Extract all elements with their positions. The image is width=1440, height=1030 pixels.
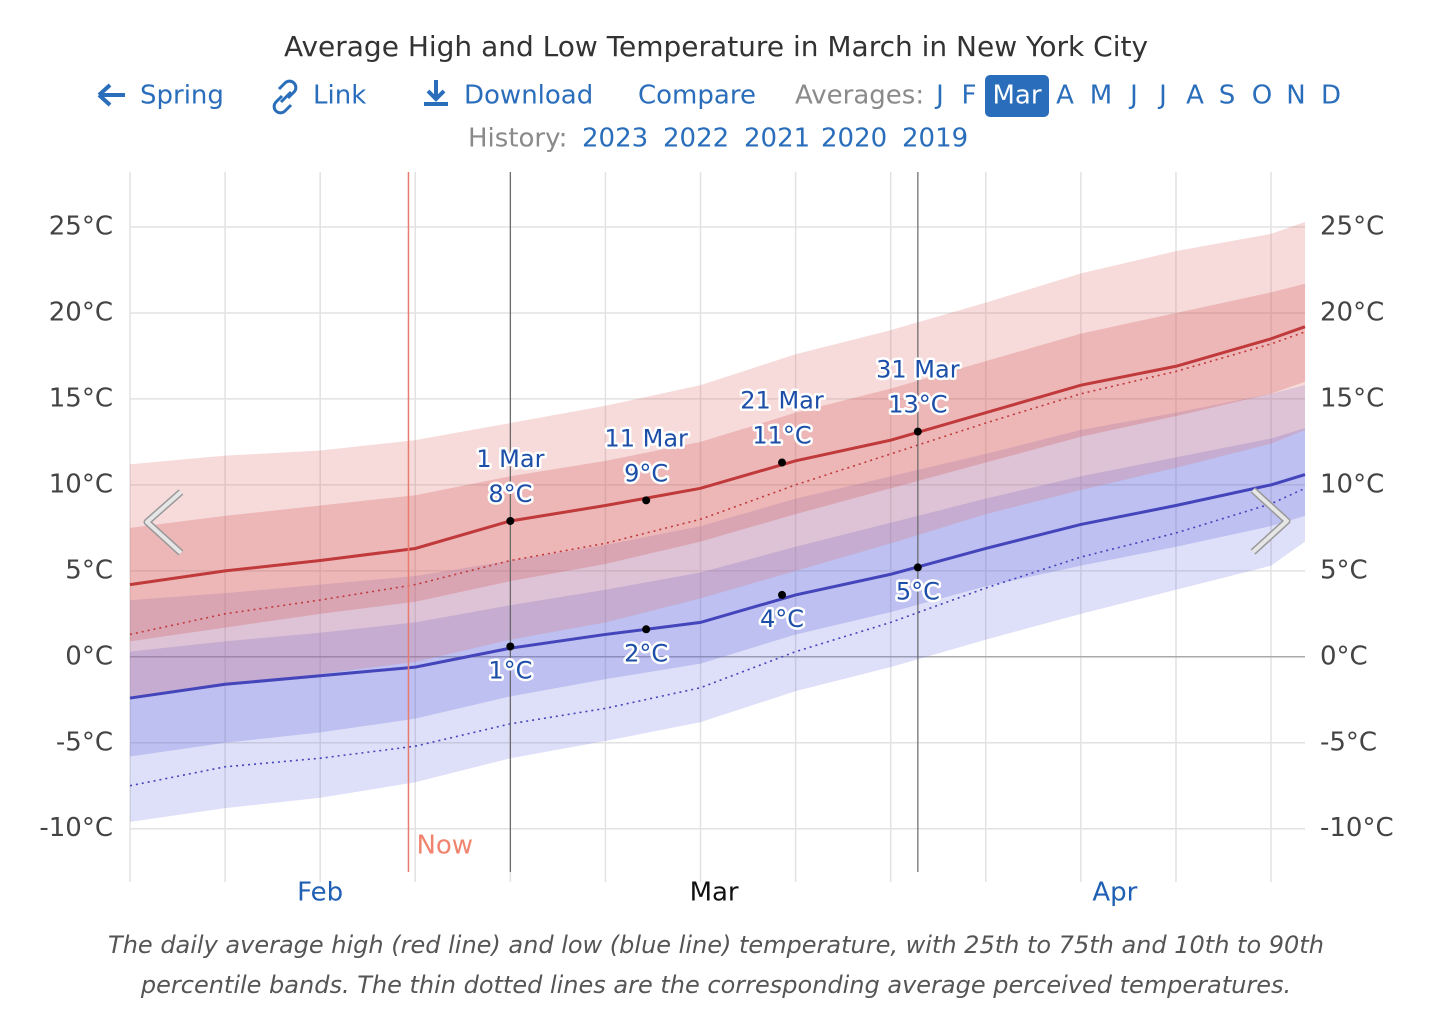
annotation-point [913, 427, 922, 436]
percentile-band [130, 385, 1305, 822]
y2-tick-label: 0°C [1320, 641, 1368, 671]
year-link[interactable]: 2022 [663, 124, 729, 154]
y-tick-label: 10°C [49, 469, 113, 499]
x-tick-label: Apr [1092, 878, 1137, 908]
month-link[interactable]: M [1090, 81, 1112, 111]
annotation-value: 13°C [888, 391, 947, 419]
month-links: J F Mar A M J J A S O N D [934, 75, 1341, 117]
y-tick-label: 20°C [49, 297, 113, 327]
averages-label: Averages: [795, 81, 924, 111]
average-line [129, 325, 1306, 587]
y2-tick-label: 5°C [1320, 555, 1368, 585]
now-label: Now [416, 831, 473, 861]
month-link[interactable]: F [962, 81, 977, 111]
year-link[interactable]: 2021 [744, 124, 810, 154]
prev-arrow-inner [145, 490, 183, 555]
x-tick-label: Mar [690, 878, 739, 908]
month-link[interactable]: N [1286, 81, 1305, 111]
compare-link[interactable]: Compare [638, 81, 756, 111]
annotation-point [778, 458, 787, 467]
percentile-band [130, 221, 1305, 699]
year-link[interactable]: 2023 [582, 124, 648, 154]
y2-tick-label: 20°C [1320, 297, 1384, 327]
annotation-value: 8°C [488, 480, 532, 508]
annotation-point [506, 642, 515, 651]
month-link[interactable]: D [1321, 81, 1341, 111]
back-link[interactable]: Spring [140, 81, 224, 111]
annotation-date: 21 Mar [740, 387, 824, 415]
annotation-value: 11°C [752, 422, 811, 450]
y2-tick-label: -5°C [1320, 727, 1377, 757]
year-link[interactable]: 2020 [821, 124, 887, 154]
month-selected-bg [985, 75, 1049, 117]
back-icon[interactable] [97, 83, 125, 107]
y-tick-label: 0°C [65, 641, 113, 671]
month-link[interactable]: A [1056, 81, 1074, 111]
average-line [129, 473, 1306, 700]
x-tick-label: Feb [297, 878, 343, 908]
annotation-date: 31 Mar [876, 356, 960, 384]
annotation-value: 1°C [488, 656, 532, 684]
chart-title: Average High and Low Temperature in Marc… [284, 30, 1148, 63]
month-link[interactable]: J [1157, 81, 1167, 111]
annotation-point [913, 563, 922, 572]
perceived-line [129, 487, 1306, 787]
plot: -10°C -10°C -5°C -5°C 0°C 0°C 5°C 5°C 10°C 10°C 15… [39, 172, 1394, 908]
y-tick-label: -5°C [56, 727, 113, 757]
month-link[interactable]: O [1252, 81, 1272, 111]
y-tick-label: -10°C [39, 813, 113, 843]
month-link[interactable]: J [934, 81, 944, 111]
month-link[interactable]: A [1186, 81, 1204, 111]
caption-line: percentile bands. The thin dotted lines … [140, 971, 1291, 999]
annotation-point [778, 590, 787, 599]
annotation-value: 4°C [760, 605, 804, 633]
annotation-value: 2°C [624, 639, 668, 667]
history-label: History: [468, 124, 567, 154]
download-link[interactable]: Download [464, 81, 593, 111]
annotation-date: 1 Mar [476, 445, 544, 473]
link-icon[interactable] [272, 79, 298, 115]
month-link[interactable]: Mar [992, 81, 1041, 111]
y2-tick-label: -10°C [1320, 813, 1394, 843]
annotation-value: 9°C [624, 459, 668, 487]
percentile-band [130, 283, 1305, 642]
y-tick-label: 15°C [49, 383, 113, 413]
next-arrow-inner [1251, 488, 1289, 554]
annotation-point [506, 516, 515, 525]
y2-tick-label: 10°C [1320, 469, 1384, 499]
y-tick-label: 5°C [65, 555, 113, 585]
link[interactable]: Link [313, 81, 366, 111]
month-link[interactable]: S [1219, 81, 1236, 111]
percentile-band [130, 428, 1305, 757]
y2-tick-label: 15°C [1320, 383, 1384, 413]
y-tick-label: 25°C [49, 212, 113, 242]
year-links: 2023 2022 2021 2020 2019 [582, 124, 968, 154]
download-icon[interactable] [424, 80, 448, 106]
annotation-point [642, 625, 651, 634]
caption-line: The daily average high (red line) and lo… [108, 931, 1324, 959]
year-link[interactable]: 2019 [902, 124, 968, 154]
month-link[interactable]: J [1128, 81, 1138, 111]
y2-tick-label: 25°C [1320, 212, 1384, 242]
annotation-value: 5°C [896, 577, 940, 605]
annotation-date: 11 Mar [604, 424, 688, 452]
annotation-point [642, 496, 651, 505]
